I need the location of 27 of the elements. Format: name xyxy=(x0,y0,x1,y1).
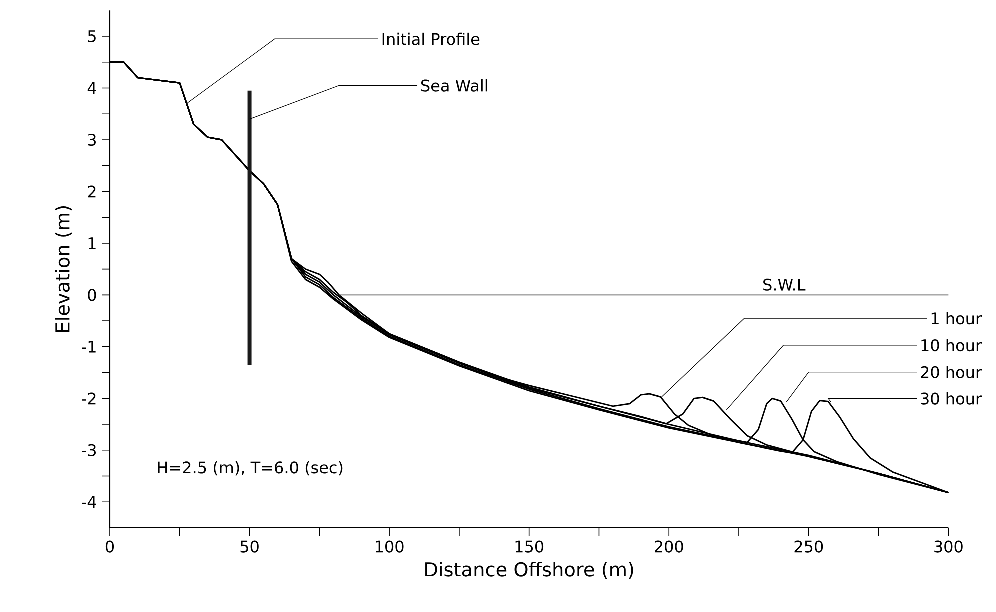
y-tick-label: 3 xyxy=(88,134,96,146)
annotation: 30 hour xyxy=(921,392,982,405)
x-tick-label: 250 xyxy=(794,540,824,553)
y-tick-label: -2 xyxy=(82,392,96,405)
y-tick-label: -3 xyxy=(82,444,96,456)
y-tick-label: 0 xyxy=(88,289,96,302)
x-axis-title: Distance Offshore (m) xyxy=(426,562,634,580)
annotation: 10 hour xyxy=(922,339,982,352)
annotation: 1 hour xyxy=(932,312,982,325)
x-tick-label: 0 xyxy=(106,540,114,553)
y-tick-label: -1 xyxy=(82,341,96,353)
y-tick-label: 2 xyxy=(88,186,96,198)
y-tick-label: 1 xyxy=(88,238,96,250)
x-tick-label: 100 xyxy=(376,540,404,553)
x-tick-label: 150 xyxy=(516,540,544,553)
x-tick-label: 50 xyxy=(240,540,259,553)
y-tick-label: -4 xyxy=(82,496,96,508)
x-tick-label: 200 xyxy=(655,540,684,553)
y-tick-label: 5 xyxy=(88,30,96,42)
annotation: 20 hour xyxy=(921,366,982,378)
annotation: Initial Profile xyxy=(382,32,480,46)
annotation: H=2.5 (m), T=6.0 (sec) xyxy=(158,461,343,476)
annotation: Sea Wall xyxy=(421,79,488,92)
x-tick-label: 300 xyxy=(934,540,963,553)
series-label: S.W.L xyxy=(764,278,806,291)
y-axis-title: Elevation (m) xyxy=(55,206,72,332)
y-tick-label: 4 xyxy=(88,82,96,94)
